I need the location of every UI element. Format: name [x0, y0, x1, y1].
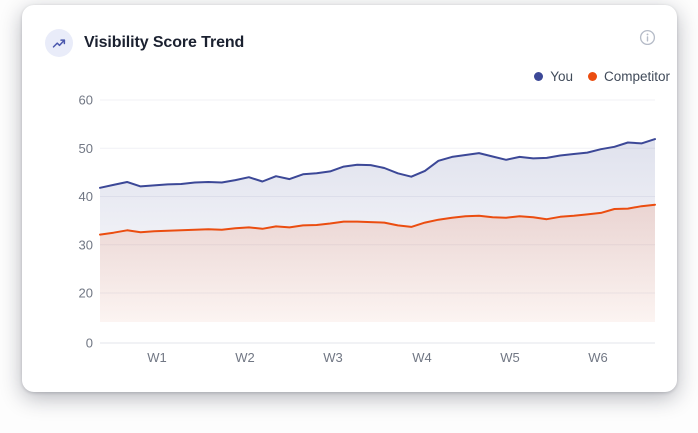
legend-label-competitor: Competitor [603, 69, 670, 84]
legend-dot-competitor [587, 72, 597, 81]
x-tick-W4: W4 [412, 350, 432, 365]
card-header: Visibility Score Trend [45, 29, 244, 57]
competitor-line [99, 203, 656, 236]
y-tick-40: 40 [79, 189, 93, 204]
x-tick-W5: W5 [500, 350, 520, 365]
competitor-area [100, 204, 655, 322]
legend-item-you[interactable]: You [534, 69, 573, 84]
info-icon[interactable] [638, 28, 656, 46]
legend-label-you: You [550, 69, 573, 84]
chart-legend: You Competitor [534, 69, 670, 84]
y-tick-20: 20 [79, 286, 93, 301]
x-tick-W3: W3 [323, 350, 343, 365]
visibility-trend-chart: 60 50 40 30 20 0 W1 W2 W3 W4 W5 W6 [79, 93, 656, 365]
x-tick-W1: W1 [147, 350, 167, 365]
y-tick-50: 50 [79, 141, 93, 156]
x-tick-W6: W6 [588, 350, 608, 365]
you-line [99, 138, 656, 189]
trending-up-icon [45, 29, 73, 57]
card-title: Visibility Score Trend [84, 34, 245, 51]
y-tick-60: 60 [79, 93, 93, 108]
visibility-score-card: Visibility Score Trend You Competitor 60… [22, 5, 677, 392]
y-tick-30: 30 [79, 237, 93, 252]
x-tick-W2: W2 [235, 350, 255, 365]
y-tick-0: 0 [86, 336, 93, 351]
legend-dot-you [534, 72, 544, 81]
legend-item-competitor[interactable]: Competitor [587, 69, 670, 84]
